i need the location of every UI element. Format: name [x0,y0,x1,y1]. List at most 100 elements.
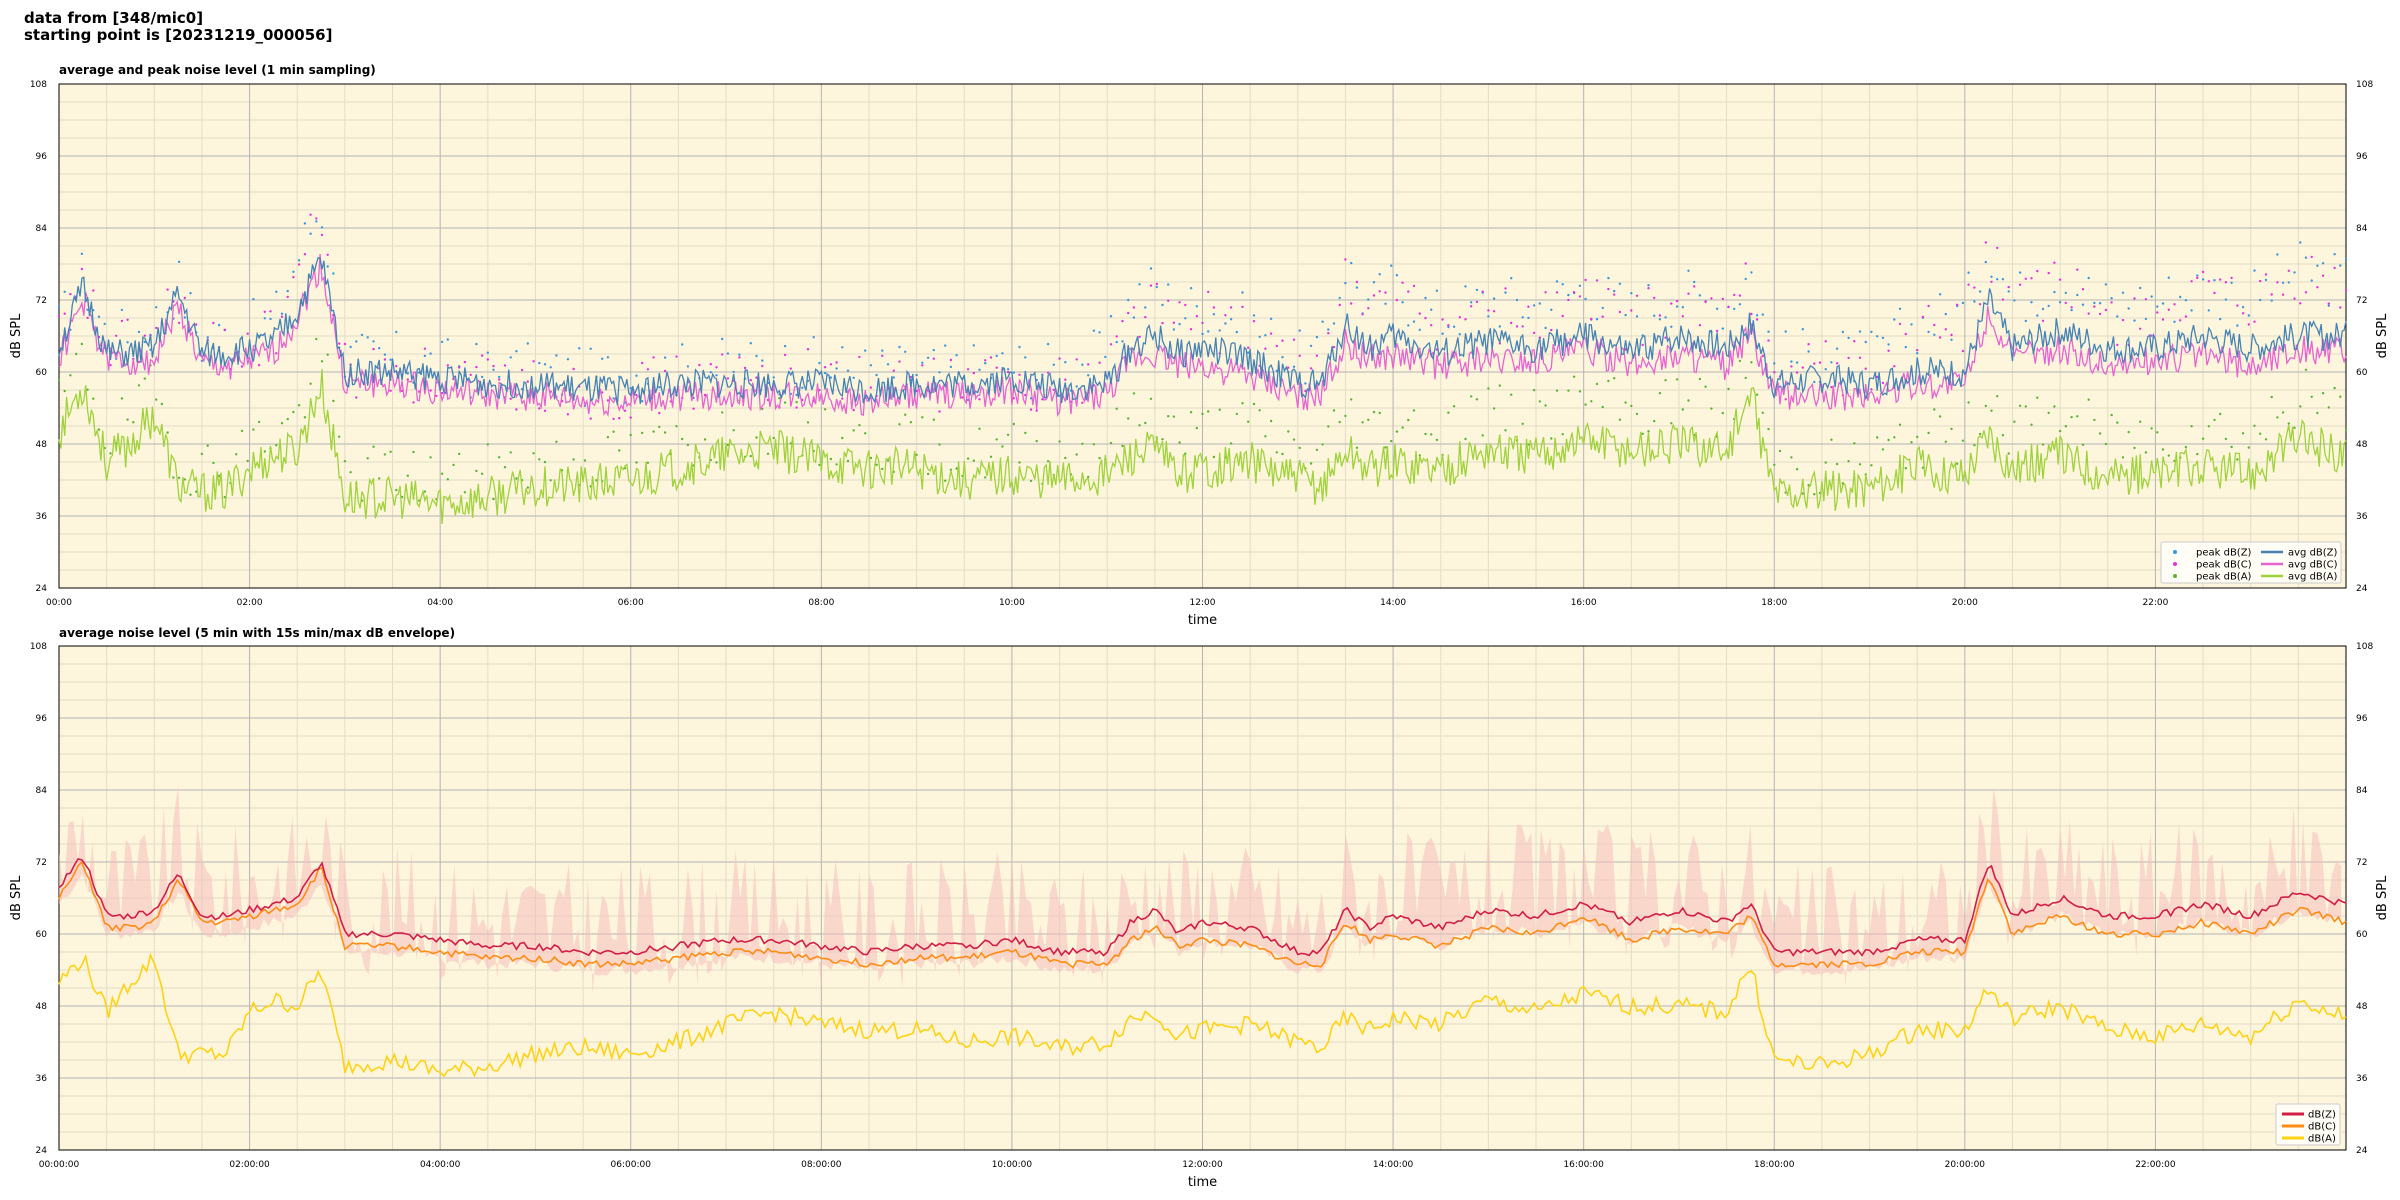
peak-point-peakdbc [1847,356,1850,360]
peak-point-peakdba [1001,445,1004,448]
peak-point-peakdba [595,479,598,482]
peak-point-peakdba [80,342,84,346]
peak-point-peakdba [1189,411,1193,414]
peak-point-peakdba [1938,415,1942,418]
peak-point-peakdbc [1835,362,1839,365]
peak-point-peakdbz [1127,298,1130,302]
peak-point-peakdbz [1630,292,1633,295]
peak-point-peakdbz [2173,320,2176,323]
peak-point-peakdbz [2064,291,2067,295]
peak-point-peakdbc [1418,312,1422,315]
peak-point-peakdba [166,431,169,434]
peak-point-peakdbz [949,365,953,369]
peak-point-peakdbz [1653,314,1656,317]
peak-point-peakdbz [892,376,895,379]
peak-point-peakdbc [1298,354,1301,357]
peak-point-peakdbc [972,371,975,375]
peak-point-peakdba [423,490,427,493]
peak-point-peakdbz [1367,298,1370,301]
peak-point-peakdbc [1447,324,1450,327]
peak-point-peakdbz [1235,330,1239,334]
peak-point-peakdbc [1264,347,1267,350]
peak-point-peakdbc [1052,388,1056,391]
x-tick-text: 16:00:00 [1563,1160,1604,1170]
peak-point-peakdbc [195,323,198,326]
peak-point-peakdba [1167,415,1170,418]
peak-point-peakdbc [1470,305,1473,308]
peak-point-peakdbz [1492,297,1496,300]
peak-point-peakdbz [1195,305,1199,308]
peak-point-peakdbc [1584,278,1587,282]
peak-point-peakdba [429,456,432,459]
x-tick-text: 22:00:00 [2135,1160,2176,1170]
peak-point-peakdba [275,444,278,447]
peak-point-peakdbc [1361,313,1364,316]
peak-point-peakdbz [1281,356,1284,359]
y-axis-label-right: dB SPL [2375,313,2390,358]
peak-point-peakdba [1390,439,1393,443]
peak-point-peakdbz [641,400,644,403]
peak-point-peakdbc [721,353,724,356]
peak-point-peakdba [160,402,164,406]
peak-point-peakdbz [1012,371,1015,374]
peak-point-peakdba [646,461,650,464]
peak-point-peakdba [2007,452,2010,455]
peak-point-peakdba [1630,404,1633,408]
peak-point-peakdbz [795,393,798,397]
peak-point-peakdba [2167,454,2170,457]
peak-point-peakdbc [338,342,341,345]
peak-point-peakdbc [2327,302,2330,305]
peak-point-peakdbc [1773,371,1776,374]
peak-point-peakdbc [1275,344,1279,348]
legend-label: avg dB(Z) [2288,548,2338,559]
peak-point-peakdbz [326,265,329,268]
peak-point-peakdba [1584,403,1587,406]
peak-point-peakdbc [1167,299,1170,302]
peak-point-peakdbz [841,346,844,349]
peak-point-peakdba [1996,395,1999,398]
peak-point-peakdbc [698,363,701,367]
peak-point-peakdbc [966,368,970,371]
peak-point-peakdbc [1973,286,1976,289]
peak-point-peakdbz [1744,277,1747,281]
peak-point-peakdba [1121,444,1124,448]
peak-point-peakdbc [1613,293,1616,296]
y-tick-text: 48 [36,440,48,450]
peak-point-peakdba [1452,405,1456,408]
peak-point-peakdba [806,421,810,424]
peak-point-peakdbc [1567,298,1570,302]
peak-point-peakdbc [1127,311,1130,315]
peak-point-peakdbz [1304,382,1307,385]
peak-point-peakdbz [1910,323,1913,326]
peak-point-peakdba [1681,408,1685,411]
x-tick-label: 08:00 [808,598,834,608]
y-tick-text: 96 [2356,714,2368,724]
peak-point-peakdbz [1378,273,1381,276]
y-tick-text: 108 [2356,642,2373,652]
y-tick-text: 24 [2356,584,2368,594]
peak-point-peakdbc [1046,371,1050,374]
x-tick-text: 14:00 [1380,598,1406,608]
peak-point-peakdbc [1898,322,1902,326]
peak-point-peakdbc [1098,361,1101,364]
peak-point-peakdbz [2070,308,2073,312]
y-tick-text: 84 [2356,224,2368,234]
peak-point-peakdba [755,436,758,439]
peak-point-peakdbz [2321,262,2325,265]
peak-point-peakdbz [1715,307,1719,310]
peak-point-peakdbc [440,391,444,395]
peak-point-peakdba [955,467,958,470]
peak-point-peakdba [1195,426,1199,430]
peak-point-peakdbc [1121,319,1124,323]
peak-point-peakdbc [1938,336,1942,339]
y-tick-label-right: 48 [2356,1002,2368,1012]
peak-point-peakdbz [2293,271,2296,274]
peak-point-peakdbc [783,353,787,357]
peak-point-peakdba [383,453,387,456]
peak-point-peakdbc [86,316,89,320]
peak-point-peakdba [2058,429,2062,433]
peak-point-peakdba [1378,411,1381,415]
peak-point-peakdbz [1384,302,1387,305]
peak-point-peakdbc [1887,349,1890,352]
peak-point-peakdba [2253,424,2256,427]
